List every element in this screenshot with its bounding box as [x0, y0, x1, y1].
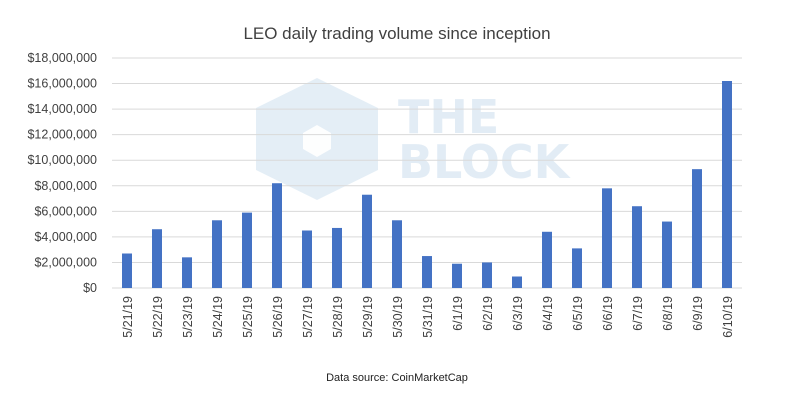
- y-tick-label: $8,000,000: [34, 179, 97, 193]
- bar: [212, 220, 222, 288]
- watermark-hexagon-inner: [303, 125, 331, 157]
- x-tick-label: 6/7/19: [631, 296, 645, 331]
- bar: [392, 220, 402, 288]
- watermark-text: BLOCK: [398, 135, 572, 189]
- y-tick-label: $4,000,000: [34, 230, 97, 244]
- y-axis-ticks: $0 $2,000,000 $4,000,000 $6,000,000 $8,000,0…: [27, 51, 97, 295]
- x-tick-label: 5/30/19: [391, 296, 405, 338]
- bar: [662, 221, 672, 288]
- y-tick-label: $12,000,000: [27, 128, 97, 142]
- x-tick-label: 5/23/19: [181, 296, 195, 338]
- bar: [692, 169, 702, 288]
- data-source-note: Data source: CoinMarketCap: [326, 372, 468, 384]
- bar: [242, 212, 252, 288]
- x-tick-label: 6/2/19: [481, 296, 495, 331]
- y-tick-label: $18,000,000: [27, 51, 97, 65]
- bar: [152, 229, 162, 288]
- x-tick-label: 5/28/19: [331, 296, 345, 338]
- x-tick-label: 6/1/19: [451, 296, 465, 331]
- bar: [512, 276, 522, 288]
- y-tick-label: $14,000,000: [27, 102, 97, 116]
- x-axis-ticks: 5/21/19 5/22/19 5/23/19 5/24/19 5/25/19 5/26/…: [121, 296, 735, 338]
- bar: [362, 194, 372, 288]
- y-tick-label: $10,000,000: [27, 153, 97, 167]
- bars: [122, 81, 732, 288]
- bar: [182, 257, 192, 288]
- x-tick-label: 5/22/19: [151, 296, 165, 338]
- bar: [272, 183, 282, 288]
- chart-title: LEO daily trading volume since inception: [243, 24, 551, 43]
- y-tick-label: $0: [83, 281, 97, 295]
- bar: [632, 206, 642, 288]
- bar: [422, 256, 432, 288]
- x-tick-label: 6/10/19: [721, 296, 735, 338]
- x-tick-label: 6/8/19: [661, 296, 675, 331]
- x-tick-label: 6/3/19: [511, 296, 525, 331]
- x-tick-label: 5/26/19: [271, 296, 285, 338]
- y-tick-label: $16,000,000: [27, 77, 97, 91]
- x-tick-label: 5/27/19: [301, 296, 315, 338]
- bar: [452, 263, 462, 288]
- x-tick-label: 5/21/19: [121, 296, 135, 338]
- x-tick-label: 5/24/19: [211, 296, 225, 338]
- y-tick-label: $2,000,000: [34, 255, 97, 269]
- x-tick-label: 6/4/19: [541, 296, 555, 331]
- x-tick-label: 5/29/19: [361, 296, 375, 338]
- bar: [302, 230, 312, 288]
- bar: [722, 81, 732, 288]
- x-tick-label: 5/25/19: [241, 296, 255, 338]
- x-tick-label: 6/6/19: [601, 296, 615, 331]
- x-tick-label: 6/5/19: [571, 296, 585, 331]
- bar: [332, 227, 342, 288]
- bar: [482, 262, 492, 288]
- y-tick-label: $6,000,000: [34, 204, 97, 218]
- x-tick-label: 6/9/19: [691, 296, 705, 331]
- bar: [602, 188, 612, 288]
- bar: [122, 253, 132, 288]
- bar: [542, 231, 552, 288]
- x-tick-label: 5/31/19: [421, 296, 435, 338]
- bar: [572, 248, 582, 288]
